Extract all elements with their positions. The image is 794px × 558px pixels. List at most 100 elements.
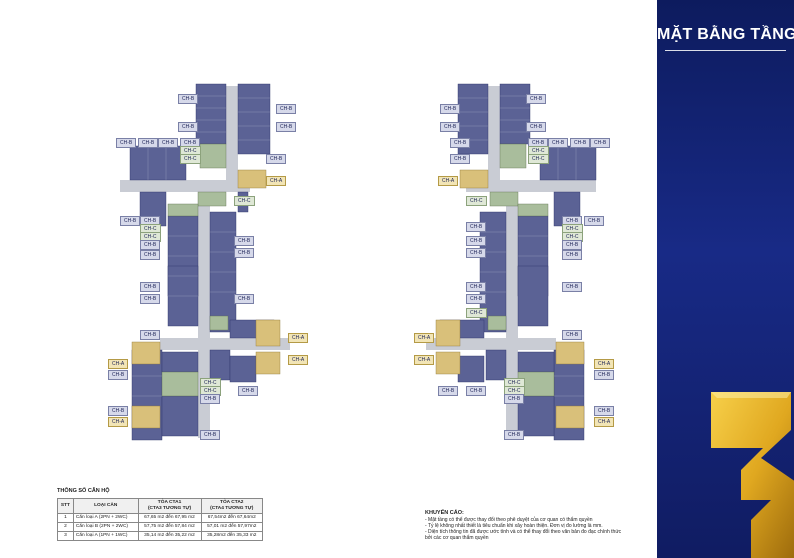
table-row: 3 Căn loại A (1PN + 1WC) 35,14 m2 đến 35… — [57, 531, 263, 541]
unit-tag-ch-b: CH-B — [466, 282, 487, 292]
recommendation-line: - Tỷ lệ không nhất thiết là tiêu chuẩn k… — [425, 523, 603, 529]
type-a-units — [435, 169, 585, 429]
unit-tag-ch-b: CH-B — [504, 394, 525, 404]
col-cta1-label: TÒA CTA1 — [157, 500, 182, 505]
unit-tag-ch-c: CH-C — [528, 154, 549, 164]
floor-plan-left: CH-B CH-B CH-B CH-B CH-B CH-B CH-B CH-B CH-C CH-C… — [100, 76, 309, 446]
unit-tag-ch-b: CH-B — [234, 294, 255, 304]
unit-tag-ch-b: CH-B — [450, 138, 471, 148]
unit-tag-ch-b: CH-B — [438, 386, 459, 396]
apartment-specs: THÔNG SỐ CĂN HỘ STT LOẠI CĂN TÒA CTA1 (C… — [57, 488, 267, 541]
specs-title: THÔNG SỐ CĂN HỘ — [57, 488, 110, 494]
col-cta1-sub: (CTA3 TƯƠNG TỰ) — [147, 506, 192, 511]
table-cell: 2 — [57, 522, 74, 532]
unit-tag-ch-b: CH-B — [116, 138, 137, 148]
unit-tag-ch-b: CH-B — [594, 406, 615, 416]
unit-tag-ch-c: CH-C — [466, 196, 487, 206]
unit-tag-ch-b: CH-B — [548, 138, 569, 148]
table-cell: 35,14 m2 đến 35,22 m2 — [137, 531, 202, 541]
unit-tag-ch-b: CH-B — [440, 122, 461, 132]
recommendation-line: - Diện tích thông tin đã được ước tính v… — [425, 529, 622, 541]
table-row: 2 Căn loại B (2PN + 2WC) 57,75 m2 đến 57… — [57, 522, 263, 532]
unit-tag-ch-b: CH-B — [140, 294, 161, 304]
col-stt: STT — [57, 498, 74, 514]
unit-dividers — [132, 95, 270, 397]
type-a-units — [131, 169, 281, 429]
table-cell: 57,01 m2 đến 57,97m2 — [200, 522, 263, 532]
unit-tag-ch-b: CH-B — [200, 430, 221, 440]
unit-tag-ch-b: CH-B — [526, 122, 547, 132]
unit-tag-ch-b: CH-B — [590, 138, 611, 148]
unit-tag-ch-b: CH-B — [238, 386, 259, 396]
unit-tag-ch-c: CH-C — [234, 196, 255, 206]
unit-tag-ch-b: CH-B — [504, 430, 525, 440]
table-cell: 67,65 m2 đến 67,95 m2 — [137, 513, 202, 523]
unit-tag-ch-b: CH-B — [466, 248, 487, 258]
title-band: MẶT BẰNG TẦNG 3 — [657, 0, 794, 558]
unit-tag-ch-b: CH-B — [466, 386, 487, 396]
unit-tag-ch-b: CH-B — [276, 122, 297, 132]
recommendation-title: KHUYẾN CÁO: — [425, 510, 464, 516]
unit-tag-ch-b: CH-B — [140, 330, 161, 340]
unit-tag-ch-b: CH-B — [570, 138, 591, 148]
col-type: LOẠI CĂN — [72, 498, 139, 514]
unit-tag-ch-a: CH-A — [438, 176, 459, 186]
unit-tag-ch-b: CH-B — [138, 138, 159, 148]
type-c-units — [487, 143, 555, 397]
unit-tag-ch-a: CH-A — [108, 359, 129, 369]
unit-tag-ch-c: CH-C — [466, 308, 487, 318]
big-number-3 — [711, 392, 794, 558]
table-cell: 1 — [57, 513, 74, 523]
table-cell: Căn loại B (2PN + 2WC) — [72, 522, 139, 532]
unit-tag-ch-b: CH-B — [140, 250, 161, 260]
specs-table: STT LOẠI CĂN TÒA CTA1 (CTA3 TƯƠNG TỰ) TÒ… — [57, 498, 263, 541]
unit-tag-ch-a: CH-A — [288, 355, 309, 365]
floor-plan-right: CH-B CH-B CH-B CH-B CH-B CH-B CH-B CH-B CH-B CH-C… — [410, 76, 615, 446]
unit-tag-ch-b: CH-B — [594, 370, 615, 380]
title-underline — [665, 50, 786, 51]
unit-tag-ch-b: CH-B — [526, 94, 547, 104]
unit-dividers — [458, 95, 584, 397]
table-cell: Căn loại A (2PN + 2WC) — [72, 513, 139, 523]
unit-tag-ch-b: CH-B — [158, 138, 179, 148]
unit-tag-ch-b: CH-B — [140, 282, 161, 292]
type-c-units — [161, 143, 229, 397]
table-cell: Căn loại A (1PN + 1WC) — [72, 531, 139, 541]
unit-tag-ch-a: CH-A — [108, 417, 129, 427]
table-cell: 3 — [57, 531, 74, 541]
recommendation-line: - Mặt tầng có thể được thay đổi theo phê… — [425, 517, 593, 523]
col-cta2: TÒA CTA2 (CTA4 TƯƠNG TỰ) — [200, 498, 263, 514]
unit-tag-ch-b: CH-B — [562, 282, 583, 292]
col-cta1: TÒA CTA1 (CTA3 TƯƠNG TỰ) — [137, 498, 202, 514]
unit-tag-ch-b: CH-B — [234, 248, 255, 258]
unit-tag-ch-b: CH-B — [466, 236, 487, 246]
table-cell: 67,54m2 đến 67,64m2 — [200, 513, 263, 523]
unit-tag-ch-a: CH-A — [594, 417, 615, 427]
recommendation-note: KHUYẾN CÁO: - Mặt tầng có thể được thay … — [425, 510, 625, 541]
table-row: 1 Căn loại A (2PN + 2WC) 67,65 m2 đến 67… — [57, 513, 263, 523]
unit-tag-ch-b: CH-B — [108, 370, 129, 380]
corridors — [120, 86, 290, 438]
unit-tag-ch-b: CH-B — [584, 216, 605, 226]
unit-tag-ch-a: CH-A — [414, 355, 435, 365]
unit-tag-ch-b: CH-B — [178, 94, 199, 104]
unit-tag-ch-a: CH-A — [414, 333, 435, 343]
col-cta2-sub: (CTA4 TƯƠNG TỰ) — [210, 506, 254, 511]
unit-tag-ch-b: CH-B — [562, 250, 583, 260]
unit-tag-ch-b: CH-B — [140, 240, 161, 250]
page-title: MẶT BẰNG TẦNG 3 — [657, 26, 794, 43]
unit-tag-ch-b: CH-B — [234, 236, 255, 246]
unit-tag-ch-b: CH-B — [120, 216, 141, 226]
unit-tag-ch-a: CH-A — [594, 359, 615, 369]
unit-tag-ch-b: CH-B — [276, 104, 297, 114]
table-cell: 57,75 m2 đến 57,84 m2 — [137, 522, 202, 532]
unit-tag-ch-b: CH-B — [562, 240, 583, 250]
floor-plan-left-drawing — [120, 83, 290, 441]
unit-tag-ch-b: CH-B — [450, 154, 471, 164]
unit-tag-ch-b: CH-B — [266, 154, 287, 164]
unit-tag-ch-a: CH-A — [266, 176, 287, 186]
unit-tag-ch-b: CH-B — [178, 122, 199, 132]
unit-tag-ch-b: CH-B — [440, 104, 461, 114]
unit-tag-ch-b: CH-B — [466, 222, 487, 232]
unit-tag-ch-b: CH-B — [466, 294, 487, 304]
